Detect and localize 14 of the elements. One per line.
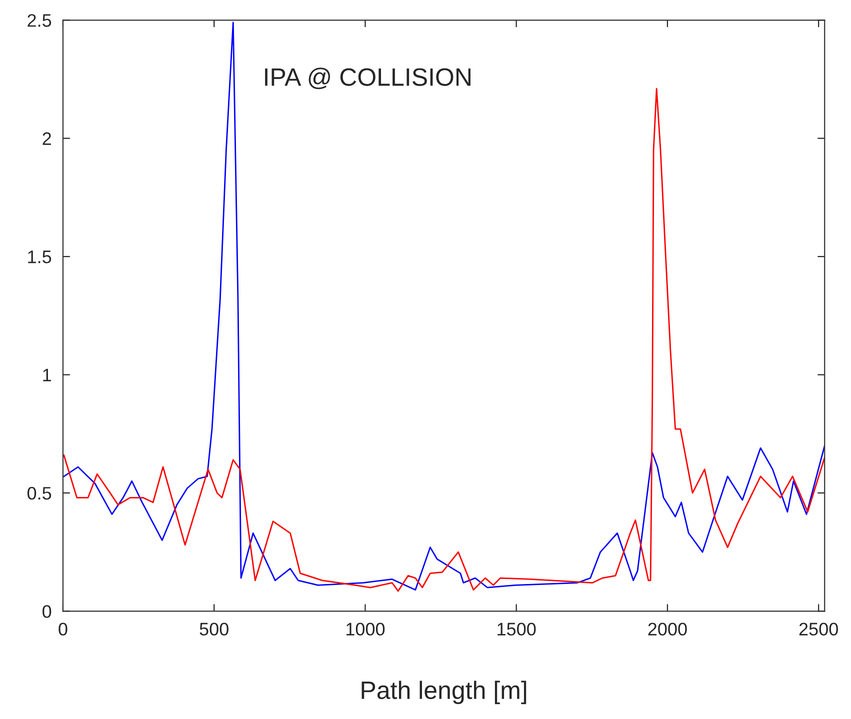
x-tick-label: 2000 xyxy=(648,622,687,636)
y-tick-label: 2.5 xyxy=(28,14,52,27)
y-tick-label: 2 xyxy=(42,132,51,145)
x-tick-label: 2500 xyxy=(799,622,838,636)
x-tick-label: 500 xyxy=(200,622,228,636)
y-tick-label: 1 xyxy=(43,368,51,382)
x-axis-title: Path length [m] xyxy=(362,680,526,704)
y-tick-label: 1.5 xyxy=(28,250,52,264)
x-tick-label: 1000 xyxy=(346,622,385,636)
x-tick-label: 1500 xyxy=(498,622,536,636)
y-tick-label: 0.5 xyxy=(27,486,52,500)
y-tick-label: 0 xyxy=(42,605,52,618)
x-tick-label: 0 xyxy=(58,622,68,636)
annotation: IPA @ COLLISION xyxy=(265,68,470,90)
